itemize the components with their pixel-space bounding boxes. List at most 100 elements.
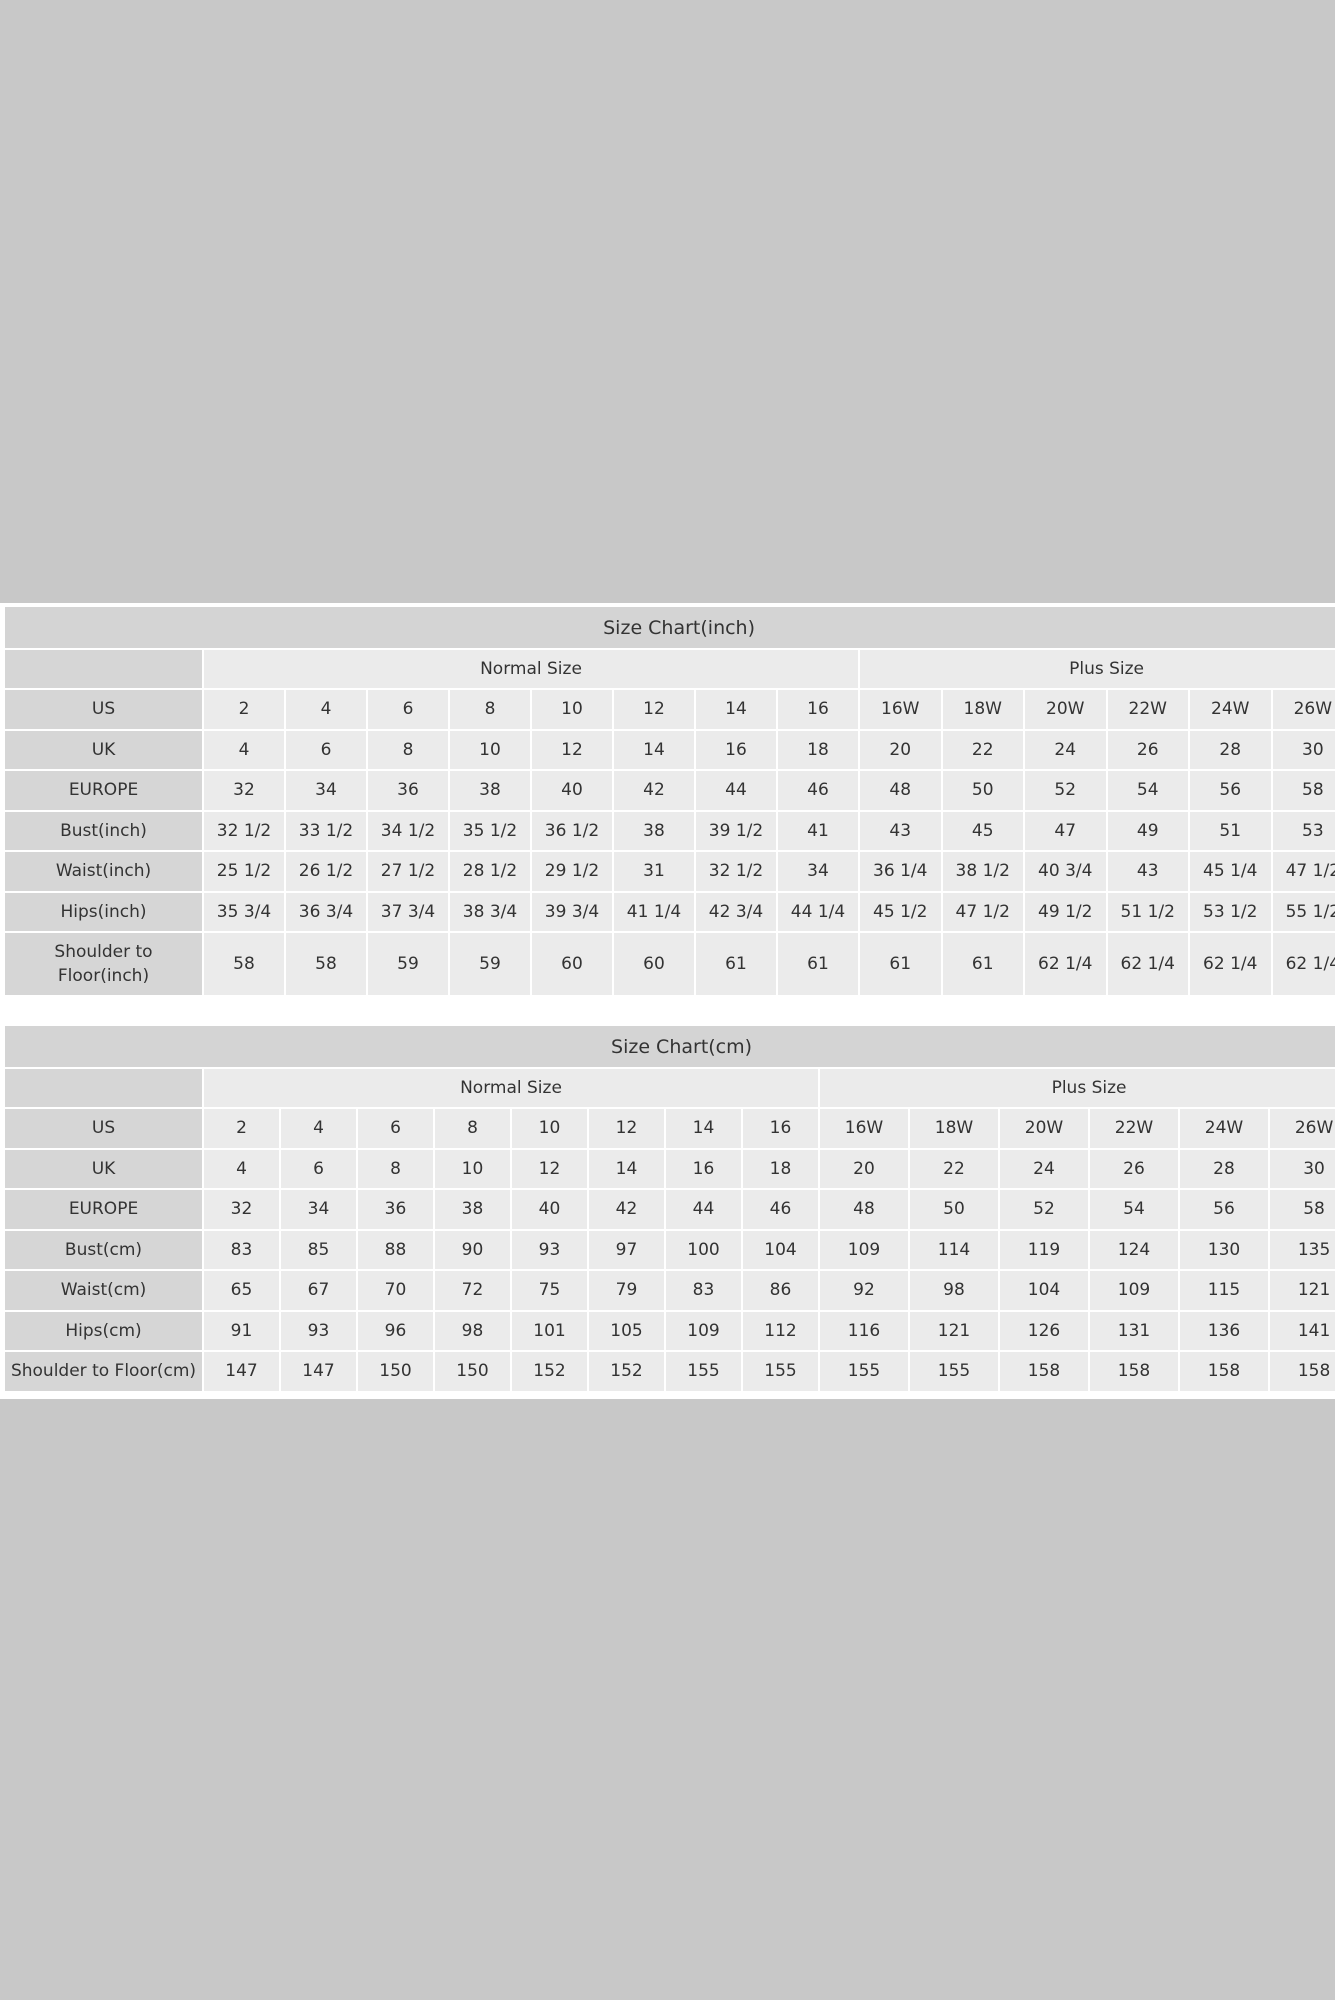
table-cell: 24 xyxy=(1025,730,1106,769)
table-cell: 59 xyxy=(450,933,530,995)
table-cell: 39 3/4 xyxy=(532,892,612,931)
group-header: Plus Size xyxy=(820,1069,1335,1107)
table-cell: 58 xyxy=(1272,771,1335,810)
table-cell: 46 xyxy=(743,1190,818,1229)
table-cell: 42 xyxy=(589,1190,664,1229)
table-cell: 2 xyxy=(204,690,284,729)
table-cell: 8 xyxy=(368,730,448,769)
table-cell: 50 xyxy=(942,771,1023,810)
table-cell: 39 1/2 xyxy=(696,811,776,850)
table-cell: 16 xyxy=(778,690,858,729)
table-cell: 45 xyxy=(942,811,1023,850)
table-cell: 37 3/4 xyxy=(368,892,448,931)
table-cell: 22 xyxy=(910,1149,998,1188)
table-row: UK 4 6 8 10 12 14 16 18 20 22 24 26 28 30 xyxy=(5,730,1335,769)
table-row: Waist(cm) 65 67 70 72 75 79 83 86 92 98 104 109 115 12… xyxy=(5,1271,1335,1310)
table-cell: 155 xyxy=(666,1352,741,1391)
table-cell: 10 xyxy=(435,1149,510,1188)
table-cell: 46 xyxy=(778,771,858,810)
table-cell: 49 xyxy=(1107,811,1188,850)
table-cell: 60 xyxy=(614,933,694,995)
table-cell: 83 xyxy=(666,1271,741,1310)
table-cell: 152 xyxy=(589,1352,664,1391)
table-row: Bust(cm) 83 85 88 90 93 97 100 104 109 114 119 124 13… xyxy=(5,1230,1335,1269)
table-cell: 98 xyxy=(910,1271,998,1310)
table-cell: 112 xyxy=(743,1311,818,1350)
table-cell: 22W xyxy=(1090,1109,1178,1148)
table-cell: 43 xyxy=(860,811,941,850)
table-cell: 40 xyxy=(512,1190,587,1229)
table-cell: 62 1/4 xyxy=(1107,933,1188,995)
table-cell: 115 xyxy=(1180,1271,1268,1310)
size-chart-inch: Size Chart(inch) Normal Size Plus Size US 2 4… xyxy=(3,605,1335,997)
table-cell: 51 1/2 xyxy=(1107,892,1188,931)
table-cell: 62 1/4 xyxy=(1025,933,1106,995)
table-cell: 32 xyxy=(204,1190,279,1229)
table-cell: 62 1/4 xyxy=(1190,933,1271,995)
table-cell: 131 xyxy=(1090,1311,1178,1350)
table-cell: 44 1/4 xyxy=(778,892,858,931)
table-cell: 27 1/2 xyxy=(368,852,448,891)
table-cell: 79 xyxy=(589,1271,664,1310)
table-cell: 6 xyxy=(368,690,448,729)
table-row: EUROPE 32 34 36 38 40 42 44 46 48 50 52 54 56 58 xyxy=(5,771,1335,810)
table-cell: 20 xyxy=(820,1149,908,1188)
table-cell: 34 xyxy=(281,1190,356,1229)
table-cell: 109 xyxy=(666,1311,741,1350)
table-cell: 30 xyxy=(1272,730,1335,769)
table-cell: 126 xyxy=(1000,1311,1088,1350)
table-cell: 93 xyxy=(512,1230,587,1269)
table-cell: 51 xyxy=(1190,811,1271,850)
table-cell: 22 xyxy=(942,730,1023,769)
table-cell: 35 3/4 xyxy=(204,892,284,931)
table-cell: 119 xyxy=(1000,1230,1088,1269)
table-cell: 38 3/4 xyxy=(450,892,530,931)
table-cell: 158 xyxy=(1090,1352,1178,1391)
table-cell: 12 xyxy=(614,690,694,729)
table-cell: 34 1/2 xyxy=(368,811,448,850)
table-cell: 109 xyxy=(1090,1271,1178,1310)
table-cell: 36 xyxy=(368,771,448,810)
table-cell: 58 xyxy=(204,933,284,995)
table-cell: 67 xyxy=(281,1271,356,1310)
table-cell: 158 xyxy=(1270,1352,1335,1391)
table-cell: 121 xyxy=(910,1311,998,1350)
table-cell: 101 xyxy=(512,1311,587,1350)
table-cell: 26 xyxy=(1090,1149,1178,1188)
table-cell: 16 xyxy=(696,730,776,769)
table-cell: 61 xyxy=(942,933,1023,995)
table-cell: 152 xyxy=(512,1352,587,1391)
group-header: Normal Size xyxy=(204,650,858,688)
table-cell: 104 xyxy=(1000,1271,1088,1310)
row-label: Waist(cm) xyxy=(5,1271,202,1310)
table-cell: 50 xyxy=(910,1190,998,1229)
table-cell: 60 xyxy=(532,933,612,995)
table-cell: 61 xyxy=(696,933,776,995)
table-row: EUROPE 32 34 36 38 40 42 44 46 48 50 52 54 56 58 xyxy=(5,1190,1335,1229)
table-row: US 2 4 6 8 10 12 14 16 16W 18W 20W 22W 24W 26W xyxy=(5,690,1335,729)
table-cell: 150 xyxy=(358,1352,433,1391)
table-cell: 56 xyxy=(1180,1190,1268,1229)
table-cell: 130 xyxy=(1180,1230,1268,1269)
table-cell: 90 xyxy=(435,1230,510,1269)
table-cell: 116 xyxy=(820,1311,908,1350)
table-cell: 8 xyxy=(435,1109,510,1148)
table-cell: 4 xyxy=(281,1109,356,1148)
table-cell: 52 xyxy=(1000,1190,1088,1229)
table-cell: 158 xyxy=(1180,1352,1268,1391)
table-cell: 24 xyxy=(1000,1149,1088,1188)
table-cell: 124 xyxy=(1090,1230,1178,1269)
table-cell: 75 xyxy=(512,1271,587,1310)
table-cell: 121 xyxy=(1270,1271,1335,1310)
table-cell: 98 xyxy=(435,1311,510,1350)
table-cell: 136 xyxy=(1180,1311,1268,1350)
table-cell: 20W xyxy=(1025,690,1106,729)
table-cell: 38 1/2 xyxy=(942,852,1023,891)
table-cell: 49 1/2 xyxy=(1025,892,1106,931)
table-cell: 38 xyxy=(450,771,530,810)
table-cell: 92 xyxy=(820,1271,908,1310)
table-cell: 141 xyxy=(1270,1311,1335,1350)
table-cell: 47 xyxy=(1025,811,1106,850)
table-cell: 6 xyxy=(286,730,366,769)
row-label: US xyxy=(5,690,202,729)
